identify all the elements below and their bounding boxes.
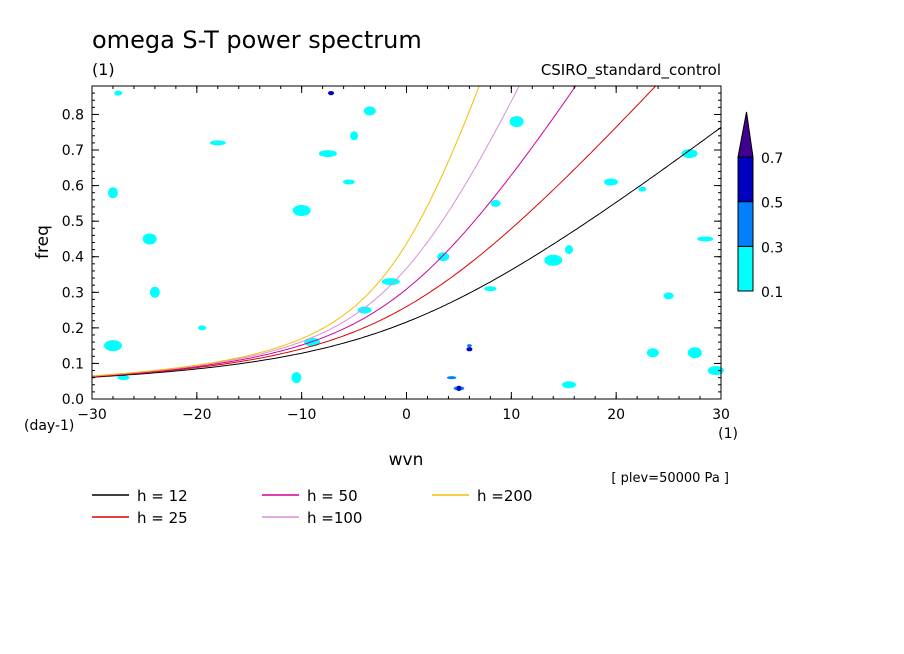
contour-patch — [357, 306, 372, 314]
y-axis-label: freq — [33, 225, 53, 259]
contour-patch — [509, 116, 524, 128]
x-tick-label: 30 — [712, 407, 730, 423]
y-unit-label: (day-1) — [24, 418, 74, 434]
dispersion-curve — [92, 126, 721, 378]
y-tick-label: 0.4 — [62, 250, 84, 266]
contour-patch — [328, 91, 335, 96]
legend: h = 12 h = 25 h = 50 h =100 h =200 — [92, 487, 532, 527]
contour-patch — [198, 325, 207, 331]
x-tick-label: 0 — [402, 407, 411, 423]
subtitle-left: (1) — [92, 60, 115, 79]
colorbar-label: 0.3 — [761, 240, 783, 256]
contour-patch — [142, 233, 157, 245]
power-contours — [103, 90, 724, 392]
dispersion-curve — [92, 86, 520, 377]
dispersion-curve — [92, 86, 577, 377]
y-tick-label: 0.3 — [62, 285, 84, 301]
contour-patch — [209, 140, 226, 146]
contour-patch — [149, 286, 160, 298]
colorbar-arrow — [737, 111, 754, 158]
chart-title: omega S-T power spectrum — [92, 26, 422, 54]
dispersion-curve — [92, 86, 480, 377]
contour-patch — [681, 149, 698, 159]
contour-patch — [697, 236, 714, 242]
contour-patch — [342, 179, 355, 185]
x-tick-label: 20 — [607, 407, 625, 423]
contour-patch — [456, 385, 462, 392]
x-tick-label: −30 — [77, 407, 107, 423]
colorbar-segment — [737, 156, 754, 203]
x-tick-label: 10 — [502, 407, 520, 423]
contour-patch — [561, 381, 576, 389]
contour-patch — [103, 340, 122, 352]
y-tick-label: 0.6 — [62, 179, 84, 195]
subtitle-right: CSIRO_standard_control — [541, 61, 721, 80]
dispersion-curve — [92, 86, 657, 378]
y-tick-label: 0.2 — [62, 321, 84, 337]
x-tick-label: −10 — [287, 407, 317, 423]
contour-patch — [663, 292, 674, 300]
legend-label: h = 25 — [137, 509, 188, 527]
y-tick-label: 0.5 — [62, 214, 84, 230]
contour-patch — [687, 347, 702, 359]
y-axis: 0.0 0.1 0.2 0.3 0.4 0.5 0.6 0.7 0.8 — [62, 92, 721, 408]
plot-frame — [91, 85, 722, 400]
contour-patch — [544, 254, 563, 266]
contour-patch — [114, 90, 123, 96]
colorbar-label: 0.7 — [761, 151, 783, 167]
contour-patch — [107, 187, 118, 199]
contour-patch — [603, 178, 618, 186]
contour-patch — [564, 245, 573, 255]
x-axis: −30 −20 −10 0 10 20 30 — [77, 86, 730, 423]
x-tick-label: −20 — [182, 407, 212, 423]
contour-patch — [484, 286, 497, 292]
contour-patch — [466, 347, 473, 352]
contour-patch — [292, 204, 311, 216]
contour-patch — [638, 186, 647, 192]
contour-patch — [707, 366, 724, 376]
y-tick-label: 0.8 — [62, 107, 84, 123]
contour-patch — [490, 199, 501, 207]
contour-patch — [467, 344, 472, 348]
contour-patch — [363, 106, 376, 116]
legend-label: h =100 — [307, 509, 362, 527]
level-annotation: [ plev=50000 Pa ] — [611, 471, 729, 486]
legend-label: h = 50 — [307, 487, 358, 505]
dispersion-curves — [92, 86, 721, 378]
colorbar-segment — [737, 245, 754, 292]
contour-patch — [117, 375, 130, 381]
legend-label: h =200 — [477, 487, 532, 505]
colorbar-label: 0.1 — [761, 285, 783, 301]
y-tick-label: 0.7 — [62, 143, 84, 159]
y-tick-label: 0.0 — [62, 392, 84, 408]
x-unit-label: (1) — [718, 426, 738, 442]
x-axis-label: wvn — [389, 450, 424, 470]
y-tick-label: 0.1 — [62, 356, 84, 372]
legend-label: h = 12 — [137, 487, 188, 505]
contour-patch — [350, 131, 359, 141]
colorbar: 0.1 0.3 0.5 0.7 — [737, 111, 783, 301]
colorbar-segment — [737, 201, 754, 247]
contour-patch — [291, 372, 302, 384]
contour-patch — [646, 348, 659, 358]
colorbar-label: 0.5 — [761, 196, 783, 212]
contour-patch — [318, 150, 337, 158]
contour-patch — [446, 376, 457, 380]
